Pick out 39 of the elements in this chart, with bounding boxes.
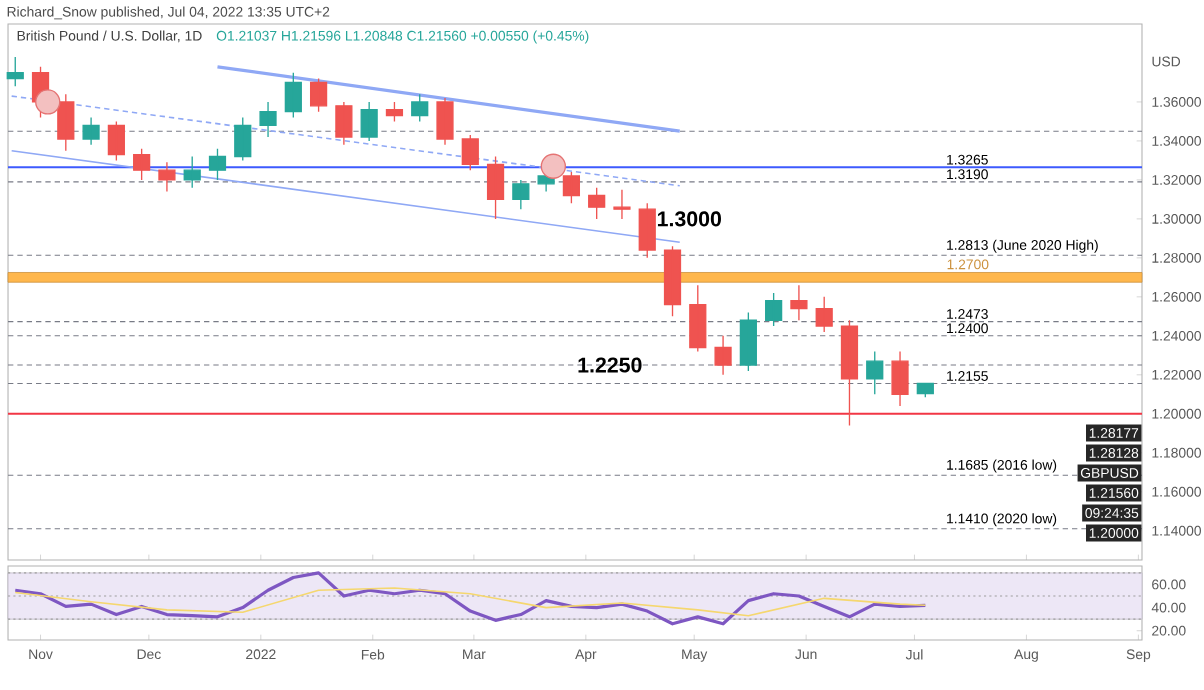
annotation: 1.3000	[657, 211, 721, 227]
annotation: 1.2250	[578, 357, 642, 373]
candlestick	[259, 101, 277, 138]
candlestick	[840, 319, 859, 427]
line-series	[13, 571, 927, 626]
candlestick	[486, 155, 505, 220]
candlestick	[663, 245, 682, 318]
candlestick	[436, 97, 454, 146]
candlestick	[234, 116, 252, 162]
candlestick	[765, 292, 783, 327]
candlestick	[739, 311, 757, 372]
candlestick	[57, 93, 75, 152]
candlestick	[815, 296, 833, 333]
candlestick	[208, 148, 227, 181]
candlestick	[411, 93, 429, 123]
candlestick	[790, 284, 808, 321]
candlestick	[689, 284, 707, 353]
candlestick	[461, 134, 479, 171]
candlestick	[385, 101, 404, 123]
candlestick	[613, 188, 631, 220]
line-series	[14, 587, 927, 617]
candlestick	[512, 179, 530, 210]
candlestick	[891, 350, 909, 407]
candlestick	[916, 382, 934, 398]
candlestick	[360, 101, 378, 142]
candlestick	[82, 116, 100, 146]
candlestick	[183, 155, 201, 189]
candlestick	[714, 335, 732, 376]
candlestick	[6, 56, 24, 88]
candlestick	[158, 161, 176, 193]
candlestick	[284, 72, 302, 119]
candlestick	[335, 101, 353, 146]
candlestick	[588, 187, 606, 220]
candlestick	[107, 120, 125, 162]
candlestick	[866, 350, 884, 395]
candlestick	[638, 202, 656, 259]
candlestick	[309, 77, 328, 113]
candlestick	[562, 171, 581, 204]
candlestick	[133, 148, 151, 181]
